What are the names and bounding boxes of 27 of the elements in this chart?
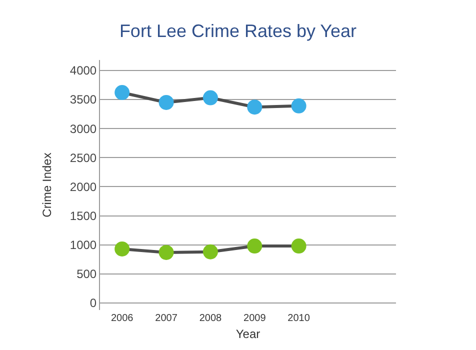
point [158, 244, 174, 260]
x-tick-label: 2009 [244, 313, 266, 324]
y-tick-label: 2000 [70, 180, 97, 194]
y-tick-label: 500 [76, 267, 97, 282]
x-axis-title: Year [236, 326, 260, 341]
y-tick-label: 4000 [70, 64, 97, 78]
y-tick-label: 3000 [70, 122, 97, 136]
y-tick-label: 3500 [70, 92, 97, 107]
y-tick-label: 1000 [70, 238, 97, 252]
y-tick-label: 0 [90, 296, 97, 310]
point [247, 100, 262, 115]
point [114, 241, 130, 256]
chart-title: Fort Lee Crime Rates by Year [119, 21, 357, 42]
point [158, 94, 174, 110]
point [202, 90, 218, 106]
point [247, 238, 262, 254]
y-tick-label: 1500 [70, 209, 97, 224]
x-tick-label: 2008 [199, 313, 222, 324]
x-tick-label: 2007 [155, 313, 178, 324]
point [114, 85, 130, 100]
point [202, 244, 218, 260]
point [291, 238, 306, 254]
y-axis-title: Crime Index [40, 152, 54, 218]
point [291, 98, 306, 114]
x-tick-label: 2006 [110, 313, 134, 324]
y-tick-label: 2500 [70, 150, 97, 165]
x-tick-label: 2010 [288, 313, 310, 324]
